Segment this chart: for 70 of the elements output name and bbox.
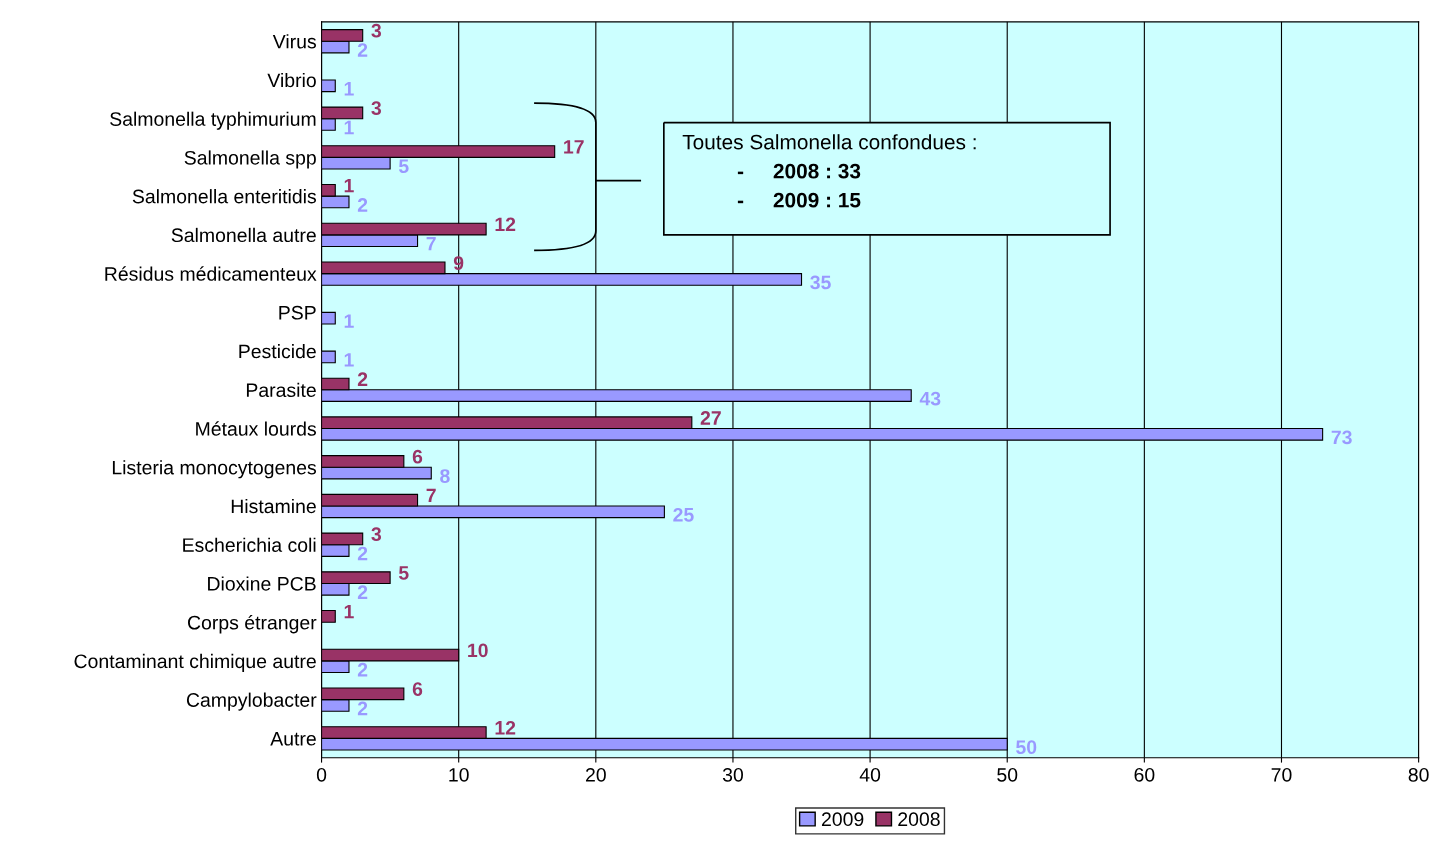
data-label: 2	[357, 662, 368, 677]
data-label: 7	[426, 488, 436, 503]
data-label: 3	[371, 101, 382, 116]
data-label: 35	[810, 275, 831, 290]
data-label: 3	[371, 23, 382, 38]
data-label: 2	[357, 198, 368, 212]
y-tick-label: Histamine	[231, 498, 316, 514]
data-label: 2	[357, 546, 368, 561]
data-label: 12	[495, 720, 516, 735]
y-tick-label: Vibrio	[267, 72, 316, 88]
x-tick-label: 20	[585, 767, 606, 782]
x-tick-label: 10	[449, 767, 469, 782]
annotation: - 2009 : 15	[737, 192, 861, 208]
y-tick-label: Pesticide	[239, 344, 316, 359]
data-label: 43	[919, 391, 941, 406]
data-label: 3	[371, 527, 382, 542]
y-tick-label: Listeria monocytogenes	[112, 460, 317, 479]
x-tick-label: 70	[1271, 767, 1292, 782]
y-tick-label: Virus	[272, 34, 316, 49]
annotation: Toutes Salmonella confondues :	[682, 134, 976, 150]
x-tick-label: 40	[859, 767, 881, 782]
bar	[321, 311, 336, 325]
data-label: 25	[673, 507, 694, 522]
x-tick-label: 50	[997, 767, 1018, 782]
bar	[321, 610, 336, 623]
data-label: 17	[564, 140, 584, 154]
bar	[321, 79, 336, 93]
data-label: 5	[398, 159, 409, 174]
y-tick-label: Contaminant chimique autre	[74, 653, 316, 672]
data-label: 1	[344, 120, 354, 135]
data-label: 2	[357, 701, 368, 716]
data-label: 2	[357, 43, 368, 57]
y-tick-label: Parasite	[246, 382, 316, 398]
y-tick-label: Salmonella spp	[184, 150, 316, 169]
x-tick-label: 30	[722, 767, 744, 782]
y-tick-label: Métaux lourds	[196, 421, 316, 436]
data-label: 8	[440, 469, 450, 483]
y-tick-label: Salmonella typhimurium	[110, 111, 316, 130]
data-label: 5	[398, 566, 409, 580]
data-label: 73	[1331, 430, 1352, 445]
data-label: 27	[700, 411, 721, 425]
data-label: 2	[357, 372, 368, 386]
data-label: 6	[412, 449, 423, 464]
data-label: 1	[344, 353, 354, 367]
data-label: 12	[495, 217, 516, 231]
y-tick-label: Campylobacter	[186, 692, 317, 711]
data-label: 1	[344, 314, 354, 328]
data-label: 1	[344, 604, 354, 619]
data-label: 10	[468, 643, 488, 658]
data-label: 6	[412, 682, 423, 696]
legend-label: 2009	[821, 812, 864, 827]
y-tick-label: Salmonella enteritidis	[132, 189, 316, 204]
y-tick-label: Dioxine PCB	[208, 576, 316, 591]
y-tick-label: Résidus médicamenteux	[105, 266, 317, 281]
legend-label: 2008	[898, 812, 940, 827]
y-tick-label: Salmonella autre	[171, 227, 316, 243]
x-tick-label: 60	[1134, 767, 1155, 782]
x-tick-label: 0	[316, 767, 327, 782]
data-label: 2	[357, 585, 368, 599]
y-tick-label: PSP	[279, 305, 316, 320]
x-tick-label: 80	[1408, 767, 1429, 782]
data-label: 1	[344, 178, 354, 193]
bar	[321, 350, 336, 364]
data-label: 7	[426, 236, 436, 251]
y-tick-label: Escherichia coli	[183, 537, 316, 552]
annotation: - 2008 : 33	[737, 163, 861, 179]
y-tick-label: Autre	[270, 732, 316, 746]
data-label: 1	[344, 82, 354, 96]
y-tick-label: Corps étranger	[188, 615, 317, 634]
data-label: 50	[1016, 740, 1037, 755]
